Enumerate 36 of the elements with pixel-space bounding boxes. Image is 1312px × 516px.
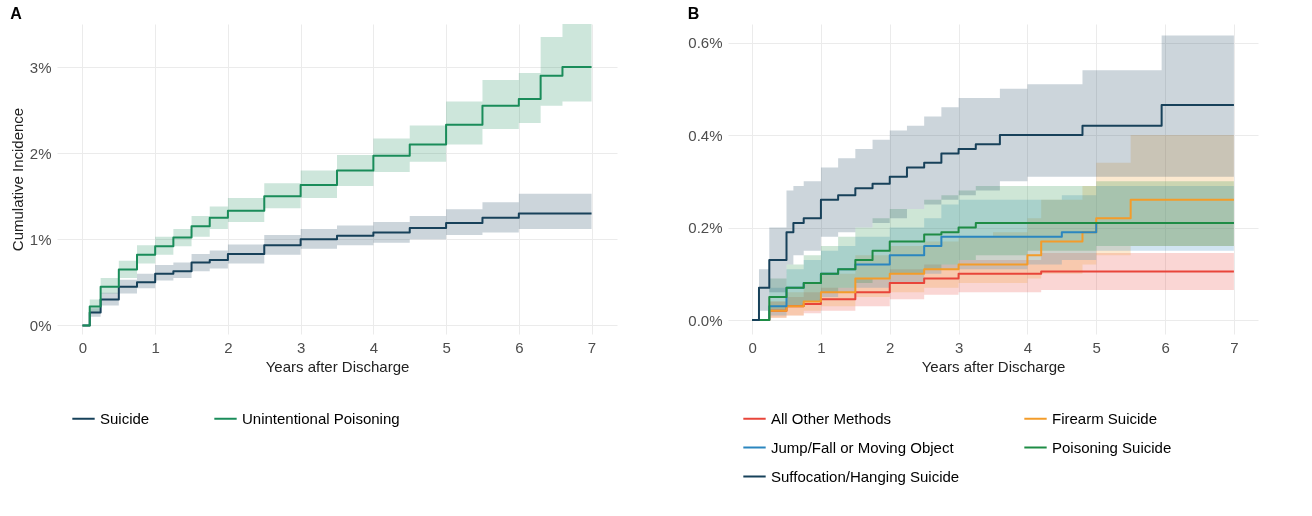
x-tick-label: 4: [369, 338, 379, 356]
legend-label: All Other Methods: [771, 409, 892, 427]
x-tick-label: 2: [224, 338, 233, 356]
y-tick-label: 3%: [29, 58, 52, 76]
x-tick-label: 4: [1023, 338, 1033, 356]
y-tick-label: 0.0%: [688, 311, 723, 329]
y-axis-title: Cumulative Incidence: [8, 107, 26, 252]
legend-label: Poisoning Suicide: [1052, 438, 1172, 456]
x-tick-label: 0: [748, 338, 757, 356]
x-tick-label: 5: [442, 338, 451, 356]
y-tick-label: 2%: [29, 144, 52, 162]
legend-label: Suffocation/Hanging Suicide: [771, 467, 960, 485]
x-tick-label: 7: [587, 338, 597, 356]
x-tick-label: 1: [151, 338, 160, 356]
x-axis-title: Years after Discharge: [265, 357, 410, 375]
x-tick-label: 6: [515, 338, 524, 356]
x-tick-label: 5: [1092, 338, 1101, 356]
y-tick-label: 0%: [29, 316, 52, 334]
x-tick-label: 6: [1161, 338, 1170, 356]
x-tick-label: 2: [886, 338, 895, 356]
x-axis-title: Years after Discharge: [921, 357, 1066, 375]
x-tick-label: 1: [817, 338, 826, 356]
y-tick-label: 0.4%: [688, 126, 723, 144]
chart-title: A: [10, 5, 23, 22]
x-tick-label: 0: [78, 338, 88, 356]
legend-label: Firearm Suicide: [1052, 409, 1158, 427]
legend-label: Unintentional Poisoning: [242, 409, 400, 427]
y-tick-label: 0.6%: [688, 34, 723, 52]
x-tick-label: 3: [296, 338, 306, 356]
y-tick-label: 0.2%: [688, 219, 723, 237]
chart-title: B: [687, 5, 700, 22]
x-tick-label: 7: [1230, 338, 1239, 356]
legend-label: Suicide: [100, 409, 150, 427]
legend-label: Jump/Fall or Moving Object: [771, 438, 955, 456]
x-tick-label: 3: [954, 338, 964, 356]
y-tick-label: 1%: [29, 230, 52, 248]
